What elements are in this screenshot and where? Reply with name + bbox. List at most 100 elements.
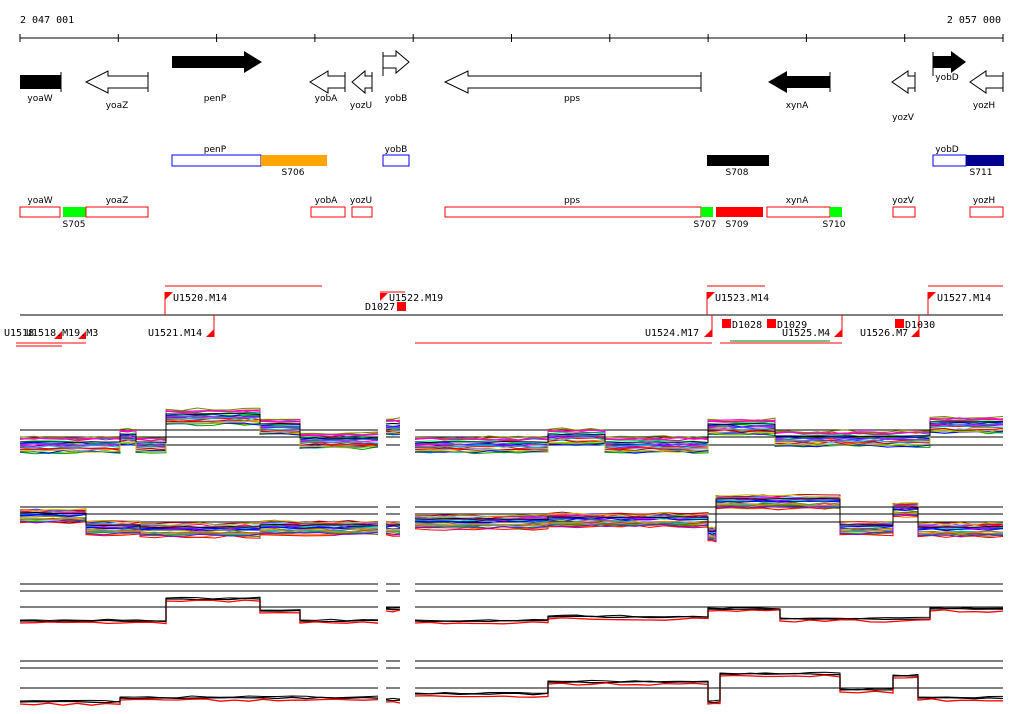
track2-box-yobB[interactable]: [382, 154, 410, 167]
unit-marker-U1526[interactable]: [911, 329, 919, 337]
profile-line-black: [20, 597, 1003, 623]
unit-marker-U1525[interactable]: [834, 329, 842, 337]
unit-label-U1521: U1521.M14: [148, 328, 202, 339]
unit-marker-U1523[interactable]: [707, 292, 715, 300]
track3-label-yoaW: yoaW: [27, 196, 52, 206]
transcript-track-upper: penP S706 yobB S708 yobD S711: [171, 145, 1004, 178]
unit-marker-U1518[interactable]: [54, 331, 62, 339]
unit-marker-U1521[interactable]: [206, 329, 214, 337]
segment-S711[interactable]: [966, 155, 1004, 166]
downshift-D1027[interactable]: [397, 302, 406, 311]
gene-label-yoaZ: yoaZ: [106, 101, 129, 111]
gene-label-yozH: yozH: [973, 101, 995, 111]
segment-S705[interactable]: [63, 207, 86, 217]
track3-label-pps: pps: [564, 196, 580, 206]
gene-arrow-yobB[interactable]: [382, 49, 410, 75]
unit-label-U1523: U1523.M14: [715, 293, 769, 304]
track2-label-yobB: yobB: [385, 145, 408, 155]
unit-marker-U1519[interactable]: [78, 331, 86, 339]
downshift-label-D1028: D1028: [732, 320, 762, 331]
profile-line: [19, 493, 1004, 529]
gene-label-yobD: yobD: [935, 73, 959, 83]
track3-label-yobA: yobA: [315, 196, 339, 206]
profile-line-black: [19, 596, 1004, 622]
gene-arrow-yoaW[interactable]: [20, 75, 61, 89]
track3-box-yozH[interactable]: [969, 206, 1004, 218]
unit-label-U1518-overlap: U1518: [4, 328, 34, 339]
unit-marker-U1527[interactable]: [928, 292, 936, 300]
gene-label-yobB: yobB: [385, 94, 408, 104]
track2-box-yobD[interactable]: [932, 154, 967, 167]
gene-arrow-xynA[interactable]: [768, 71, 830, 93]
downshift-label-D1027: D1027: [365, 302, 395, 313]
segment-S708[interactable]: [707, 155, 769, 166]
coordinate-ruler: 2 047 001 2 057 000: [19, 15, 1004, 42]
segment-label-S708: S708: [726, 168, 749, 178]
ruler-start-label: 2 047 001: [20, 15, 74, 26]
gene-track: yoaW yoaZ penP yobA yozU yobB pps xynA y…: [20, 49, 1004, 123]
expression-profiles: [19, 407, 1004, 706]
profile-line-black: [19, 671, 1004, 703]
downshift-D1030[interactable]: [895, 319, 904, 328]
track2-label-penP: penP: [204, 145, 227, 155]
segment-label-S711: S711: [970, 168, 993, 178]
gene-arrow-yobA[interactable]: [309, 70, 346, 94]
gene-label-yozV: yozV: [892, 113, 915, 123]
gene-label-penP: penP: [204, 94, 227, 104]
unit-label-U1518: U1518.M19.M3: [26, 328, 98, 339]
profile-line-red: [19, 674, 1004, 706]
track3-box-yoaZ[interactable]: [85, 206, 149, 218]
segment-S707[interactable]: [701, 207, 713, 217]
downshift-D1029[interactable]: [767, 319, 776, 328]
unit-marker-U1520[interactable]: [165, 292, 173, 300]
transcript-track-lower: yoaW S705 yoaZ yobA yozU pps S707 S709 x…: [19, 196, 1004, 230]
track3-box-yozU[interactable]: [351, 206, 373, 218]
gene-arrow-yoaZ[interactable]: [84, 70, 149, 94]
expression-profiles-panel-1: [19, 407, 1004, 455]
segment-label-S709: S709: [726, 220, 749, 230]
segment-S706[interactable]: [261, 155, 327, 166]
unit-label-U1524: U1524.M17: [645, 328, 699, 339]
expression-profiles-panel-2: [19, 493, 1004, 543]
gene-arrow-yozU[interactable]: [351, 69, 373, 95]
segment-S709[interactable]: [716, 207, 763, 217]
transcription-units-track: U1520.M14 U1522.M19 D1027 U1523.M14 U152…: [4, 285, 1003, 347]
track3-label-yoaZ: yoaZ: [106, 196, 129, 206]
gene-label-pps: pps: [564, 94, 580, 104]
track3-box-yobA[interactable]: [310, 206, 346, 218]
track3-box-xynA[interactable]: [766, 206, 831, 218]
segment-S710[interactable]: [830, 207, 842, 217]
gene-arrow-yozV[interactable]: [891, 70, 916, 94]
segment-label-S705: S705: [63, 220, 86, 230]
downshift-D1028[interactable]: [722, 319, 731, 328]
track3-box-yoaW[interactable]: [19, 206, 61, 218]
downshift-label-D1029: D1029: [777, 320, 807, 331]
gene-arrow-yobD[interactable]: [933, 51, 966, 73]
gene-arrow-penP[interactable]: [172, 51, 262, 73]
track3-label-xynA: xynA: [786, 196, 809, 206]
gene-arrow-pps[interactable]: [443, 70, 702, 94]
segment-label-S706: S706: [282, 168, 305, 178]
unit-marker-U1524[interactable]: [704, 329, 712, 337]
gene-label-yoaW: yoaW: [27, 94, 52, 104]
segment-label-S707: S707: [694, 220, 717, 230]
segment-label-S710: S710: [823, 220, 846, 230]
unit-label-U1526: U1526.M7: [860, 328, 908, 339]
expression-profiles-panel-3: [19, 583, 1004, 625]
expression-profiles-panel-4: [19, 660, 1004, 706]
track3-label-yozV: yozV: [892, 196, 915, 206]
track2-label-yobD: yobD: [935, 145, 959, 155]
track3-label-yozH: yozH: [973, 196, 995, 206]
track3-box-pps[interactable]: [444, 206, 702, 218]
track2-box-penP[interactable]: [171, 154, 262, 167]
unit-label-U1522: U1522.M19: [389, 293, 443, 304]
profile-line: [19, 498, 1004, 532]
gene-label-yozU: yozU: [350, 101, 372, 111]
profile-line: [19, 413, 1004, 444]
unit-marker-U1522[interactable]: [380, 293, 388, 301]
gene-arrow-yozH[interactable]: [969, 70, 1004, 94]
downshift-label-D1030: D1030: [905, 320, 935, 331]
unit-label-U1527: U1527.M14: [937, 293, 991, 304]
ruler-end-label: 2 057 000: [947, 15, 1001, 26]
track3-box-yozV[interactable]: [892, 206, 916, 218]
